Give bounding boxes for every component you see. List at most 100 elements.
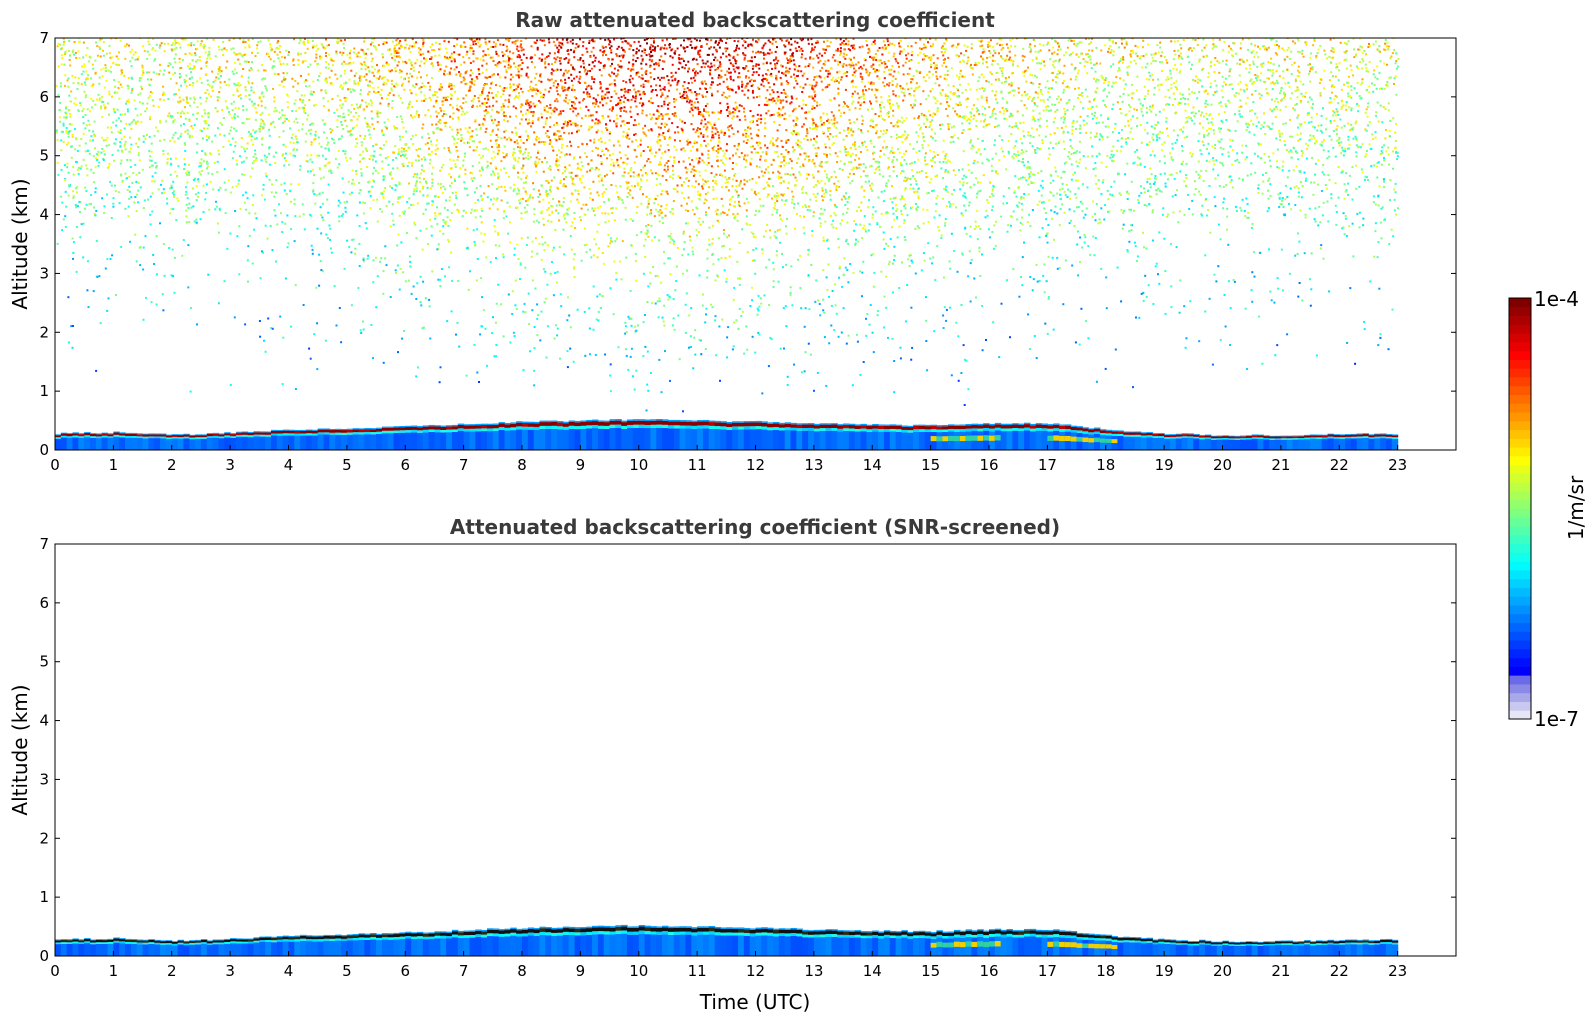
noise-pixel bbox=[711, 94, 714, 97]
noise-pixel bbox=[233, 316, 236, 319]
layer-cell bbox=[586, 419, 593, 422]
noise-pixel bbox=[142, 268, 145, 271]
noise-pixel bbox=[1121, 128, 1123, 131]
layer-cell bbox=[679, 421, 687, 426]
noise-pixel bbox=[602, 117, 605, 120]
noise-pixel bbox=[1197, 78, 1200, 81]
noise-pixel bbox=[1021, 256, 1024, 259]
layer-cell bbox=[341, 428, 348, 431]
noise-pixel bbox=[1155, 124, 1158, 126]
noise-pixel bbox=[261, 112, 264, 115]
noise-pixel bbox=[362, 150, 365, 153]
layer-cell bbox=[317, 434, 325, 450]
layer-cell bbox=[1088, 429, 1095, 433]
noise-pixel bbox=[689, 239, 692, 242]
noise-pixel bbox=[331, 98, 334, 101]
noise-pixel bbox=[139, 186, 142, 189]
noise-pixel bbox=[310, 90, 313, 93]
noise-pixel bbox=[192, 44, 195, 46]
noise-pixel bbox=[263, 154, 266, 157]
noise-pixel bbox=[1393, 198, 1396, 201]
noise-pixel bbox=[1257, 45, 1259, 48]
noise-pixel bbox=[79, 167, 82, 170]
layer-cell bbox=[446, 425, 453, 427]
noise-pixel bbox=[767, 109, 770, 112]
noise-pixel bbox=[671, 238, 674, 241]
noise-pixel bbox=[662, 87, 665, 90]
noise-pixel bbox=[290, 325, 293, 328]
panel-raw: Raw attenuated backscattering coefficien… bbox=[8, 8, 1457, 474]
noise-pixel bbox=[1153, 154, 1156, 157]
noise-pixel bbox=[921, 146, 924, 149]
noise-pixel bbox=[274, 162, 277, 164]
noise-pixel bbox=[1316, 52, 1319, 54]
noise-pixel bbox=[503, 136, 506, 139]
noise-pixel bbox=[901, 134, 904, 137]
layer-cell bbox=[1275, 436, 1282, 439]
noise-pixel bbox=[645, 69, 648, 72]
noise-pixel bbox=[724, 96, 727, 99]
noise-pixel bbox=[1241, 38, 1244, 41]
noise-pixel bbox=[1010, 45, 1012, 48]
noise-pixel bbox=[230, 126, 233, 129]
noise-pixel bbox=[177, 199, 180, 202]
layer-cell bbox=[1047, 425, 1054, 429]
noise-pixel bbox=[799, 165, 802, 168]
noise-pixel bbox=[978, 87, 981, 90]
layer-cell bbox=[796, 428, 803, 431]
noise-pixel bbox=[1037, 50, 1040, 53]
layer-cell bbox=[539, 428, 546, 450]
noise-pixel bbox=[908, 59, 911, 62]
noise-pixel bbox=[691, 159, 694, 161]
noise-pixel bbox=[977, 190, 980, 193]
noise-pixel bbox=[649, 64, 652, 67]
noise-pixel bbox=[914, 272, 917, 275]
noise-pixel bbox=[891, 207, 894, 210]
layer-cell bbox=[1035, 427, 1043, 431]
noise-pixel bbox=[276, 223, 279, 226]
noise-pixel bbox=[374, 256, 377, 259]
noise-pixel bbox=[171, 136, 174, 139]
noise-pixel bbox=[419, 53, 422, 56]
noise-pixel bbox=[533, 369, 535, 372]
noise-pixel bbox=[75, 270, 78, 273]
noise-pixel bbox=[725, 178, 728, 181]
noise-pixel bbox=[680, 57, 683, 60]
noise-pixel bbox=[594, 56, 597, 59]
noise-pixel bbox=[1031, 118, 1034, 121]
noise-pixel bbox=[549, 272, 552, 275]
noise-pixel bbox=[871, 182, 874, 185]
noise-pixel bbox=[1182, 160, 1184, 163]
layer-cell bbox=[136, 438, 144, 450]
noise-pixel bbox=[679, 118, 681, 121]
layer-cell bbox=[1140, 432, 1148, 434]
noise-pixel bbox=[185, 209, 188, 212]
noise-pixel bbox=[794, 176, 797, 179]
noise-pixel bbox=[257, 41, 260, 44]
noise-pixel bbox=[670, 71, 673, 74]
noise-pixel bbox=[659, 163, 662, 166]
noise-pixel bbox=[533, 131, 536, 134]
layer-cell bbox=[813, 431, 821, 450]
noise-pixel bbox=[367, 254, 370, 257]
noise-pixel bbox=[973, 159, 976, 162]
noise-pixel bbox=[84, 83, 87, 86]
noise-pixel bbox=[466, 111, 469, 114]
layer-cell bbox=[714, 420, 722, 423]
noise-pixel bbox=[876, 160, 879, 163]
layer-cell bbox=[516, 429, 523, 450]
noise-pixel bbox=[1350, 107, 1353, 110]
noise-pixel bbox=[1178, 54, 1181, 57]
noise-pixel bbox=[1027, 131, 1030, 134]
noise-pixel bbox=[784, 96, 787, 99]
noise-pixel bbox=[1058, 224, 1061, 227]
noise-pixel bbox=[682, 46, 685, 49]
noise-pixel bbox=[835, 185, 838, 188]
noise-pixel bbox=[682, 160, 685, 163]
noise-pixel bbox=[544, 62, 546, 65]
noise-pixel bbox=[564, 100, 567, 103]
noise-pixel bbox=[464, 100, 467, 103]
noise-pixel bbox=[495, 321, 497, 324]
noise-pixel bbox=[602, 262, 605, 265]
noise-pixel bbox=[422, 326, 425, 329]
